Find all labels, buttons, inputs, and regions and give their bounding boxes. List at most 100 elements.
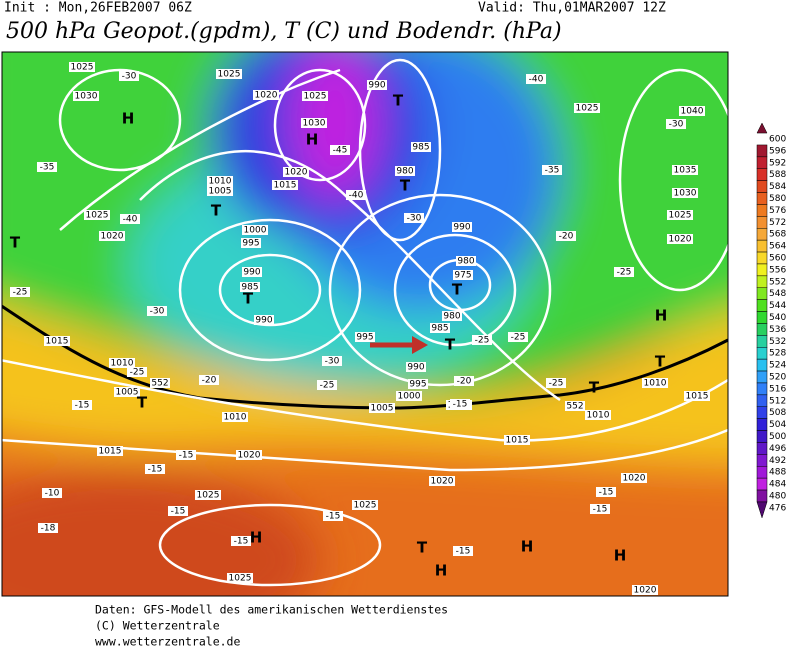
init-time: Init : Mon,26FEB2007 06Z: [4, 1, 192, 16]
contour-label-box: [145, 464, 165, 474]
colorbar-label: 564: [769, 242, 786, 252]
contour-label: -25: [475, 336, 490, 346]
colorbar-label: 600: [769, 135, 786, 145]
contour-label: -25: [549, 379, 564, 389]
colorbar-swatch: [756, 156, 768, 170]
colorbar-swatch: [756, 204, 768, 217]
colorbar-swatch: [756, 263, 768, 277]
contour-label: 985: [412, 143, 429, 153]
colorbar-swatch: [756, 180, 768, 193]
contour-label: 1020: [255, 91, 278, 101]
contour-label-box: [120, 214, 140, 224]
pressure-center: H: [306, 131, 319, 149]
colorbar-swatch: [756, 239, 768, 253]
contour-label: 1020: [623, 474, 646, 484]
contour-label: 1010: [224, 413, 247, 423]
contour-label-box: [242, 267, 262, 277]
colorbar-label: 512: [769, 396, 786, 406]
contour-label: -35: [40, 163, 55, 173]
colorbar-label: 576: [769, 206, 786, 216]
colorbar-swatch: [756, 370, 768, 384]
colorbar-label: 496: [769, 444, 786, 454]
contour-label: 1020: [669, 235, 692, 245]
contour-label: 990: [453, 223, 470, 233]
contour-label-box: [272, 180, 298, 190]
contour-label: 1020: [238, 451, 261, 461]
contour-label: 1015: [274, 181, 297, 191]
pressure-center: T: [393, 92, 404, 110]
contour-label: -25: [511, 333, 526, 343]
contour-label-box: [408, 379, 428, 389]
colorbar-label: 588: [769, 170, 786, 180]
contour-label: 1010: [209, 177, 232, 187]
contour-label-box: [216, 69, 242, 79]
colorbar-label: 488: [769, 468, 786, 478]
contour-label-box: [406, 362, 426, 372]
contour-label-box: [84, 210, 110, 220]
colorbar-label: 536: [769, 325, 786, 335]
contour-label-box: [596, 487, 616, 497]
contour-label: 1010: [111, 359, 134, 369]
contour-label-box: [666, 119, 686, 129]
contour-label: 995: [409, 380, 426, 390]
contour-label: -15: [148, 465, 163, 475]
contour-label-box: [109, 358, 135, 368]
contour-label: 980: [443, 312, 460, 322]
contour-label: 995: [356, 333, 373, 343]
contour-label-box: [127, 367, 147, 377]
contour-label-box: [621, 473, 647, 483]
colorbar-label: 500: [769, 432, 786, 442]
contour-label-box: [42, 488, 62, 498]
pressure-center: T: [243, 290, 254, 308]
contour-label: 995: [242, 239, 259, 249]
contour-label-box: [10, 287, 30, 297]
contour-label-box: [472, 335, 492, 345]
colorbar-swatch: [756, 347, 768, 360]
contour-label-box: [69, 62, 95, 72]
contour-label-box: [456, 256, 476, 266]
pressure-center: T: [400, 177, 411, 195]
contour-label-box: [450, 399, 470, 409]
contour-label: -15: [453, 400, 468, 410]
contour-label-box: [176, 450, 196, 460]
colorbar-swatch: [756, 287, 768, 300]
contour-label-box: [452, 222, 472, 232]
pressure-center: H: [521, 538, 534, 556]
contour-label-box: [367, 80, 387, 90]
contour-label-box: [352, 500, 378, 510]
colorbar-label: 520: [769, 373, 786, 383]
colorbar-label: 544: [769, 301, 786, 311]
contour-label: 1025: [576, 104, 599, 114]
colorbar-swatch: [756, 454, 768, 467]
contour-label: 990: [368, 81, 385, 91]
contour-label: 1000: [244, 226, 267, 236]
contour-label: 1035: [674, 166, 697, 176]
colorbar-label: 504: [769, 420, 786, 430]
colorbar-swatch: [756, 275, 768, 289]
contour-label: 1020: [634, 586, 657, 596]
contour-label: 990: [243, 268, 260, 278]
contour-label: 1020: [285, 168, 308, 178]
contour-label: 1005: [371, 404, 394, 414]
contour-label: 552: [566, 402, 583, 412]
contour-label-box: [369, 403, 395, 413]
contour-label-box: [453, 270, 473, 280]
contour-label: -25: [320, 381, 335, 391]
contour-label: 985: [241, 283, 258, 293]
contour-label-box: [684, 391, 710, 401]
contour-label-box: [150, 378, 170, 388]
contour-label-box: [253, 90, 279, 100]
colorbar-label: 580: [769, 194, 786, 204]
colorbar-label: 560: [769, 254, 786, 264]
colorbar-label: 508: [769, 408, 786, 418]
contour-label-box: [614, 267, 634, 277]
contour-label-box: [642, 378, 668, 388]
contour-label-box: [429, 476, 455, 486]
colorbar-label: 592: [769, 158, 786, 168]
contour-label: 1025: [669, 211, 692, 221]
contour-label: -30: [122, 72, 137, 82]
contour-label: 1025: [197, 491, 220, 501]
colorbar-label: 532: [769, 337, 786, 347]
